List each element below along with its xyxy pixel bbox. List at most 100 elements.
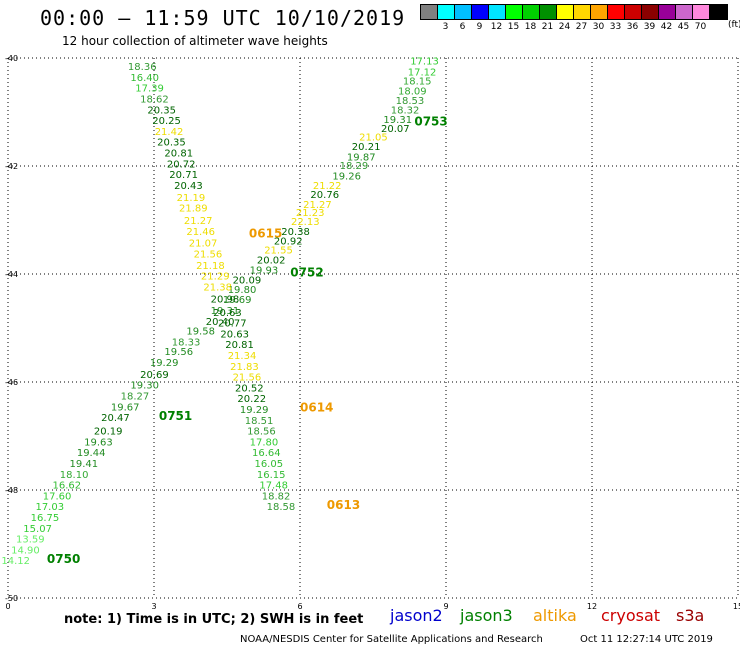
wave-height-value: 21.19 bbox=[177, 193, 206, 204]
wave-height-value: 17.13 bbox=[410, 57, 439, 68]
wave-height-value: 21.29 bbox=[201, 272, 230, 283]
lat-tick-label: -44 bbox=[5, 270, 18, 279]
colorbar-label: 42 bbox=[660, 22, 673, 32]
wave-height-value: 20.40 bbox=[206, 317, 235, 328]
wave-height-value: 21.55 bbox=[264, 246, 293, 257]
colorbar-label: 70 bbox=[694, 22, 707, 32]
wave-height-value: 17.12 bbox=[408, 68, 437, 79]
lon-tick-label: 15 bbox=[733, 602, 740, 611]
pass-time-label: 0613 bbox=[327, 498, 360, 512]
wave-height-value: 21.22 bbox=[313, 181, 342, 192]
wave-height-value: 21.27 bbox=[184, 216, 213, 227]
map-title: 00:00 – 11:59 UTC 10/10/2019 bbox=[40, 6, 406, 30]
wave-height-value: 20.07 bbox=[381, 124, 410, 135]
pass-time-label: 0614 bbox=[300, 401, 333, 415]
wave-height-value: 20.21 bbox=[352, 142, 381, 153]
wave-height-value: 19.29 bbox=[240, 405, 269, 416]
wave-height-value: 20.69 bbox=[140, 370, 169, 381]
wave-height-value: 19.44 bbox=[77, 448, 106, 459]
lat-tick-label: -48 bbox=[5, 486, 18, 495]
wave-height-value: 19.58 bbox=[186, 327, 215, 338]
wave-height-value: 20.76 bbox=[310, 190, 339, 201]
wave-height-value: 18.33 bbox=[172, 338, 201, 349]
colorbar-label: 27 bbox=[575, 22, 588, 32]
note-text: note: 1) Time is in UTC; 2) SWH is in fe… bbox=[64, 612, 364, 627]
wave-height-value: 21.18 bbox=[196, 261, 225, 272]
wave-height-value: 18.58 bbox=[267, 502, 296, 513]
wave-height-value: 16.75 bbox=[31, 513, 60, 524]
pass-time-label: 0750 bbox=[47, 552, 80, 566]
wave-height-value: 18.29 bbox=[340, 161, 369, 172]
wave-height-value: 17.80 bbox=[250, 437, 279, 448]
wave-height-value: 21.83 bbox=[230, 362, 259, 373]
legend-entry-altika: altika bbox=[533, 606, 577, 625]
wave-height-value: 21.23 bbox=[296, 208, 325, 219]
colorbar-cells bbox=[420, 4, 728, 20]
colorbar-swatch bbox=[438, 5, 455, 19]
wave-height-value: 19.29 bbox=[150, 358, 179, 369]
wave-height-value: 21.05 bbox=[359, 132, 388, 143]
wave-height-value: 16.15 bbox=[257, 470, 286, 481]
wave-height-value: 16.40 bbox=[130, 73, 159, 84]
colorbar-swatch bbox=[523, 5, 540, 19]
colorbar-label: 21 bbox=[541, 22, 554, 32]
wave-height-value: 17.03 bbox=[35, 502, 64, 513]
legend-entry-jason3: jason3 bbox=[460, 606, 513, 625]
pass-time-label: 0751 bbox=[159, 409, 192, 423]
wave-height-value: 20.09 bbox=[233, 275, 262, 286]
wave-height-value: 17.39 bbox=[135, 84, 164, 95]
wave-height-value: 20.72 bbox=[167, 159, 196, 170]
wave-height-value: 19.69 bbox=[223, 295, 252, 306]
lat-tick-label: -46 bbox=[5, 378, 18, 387]
wave-height-value: 18.15 bbox=[403, 77, 432, 88]
wave-height-value: 20.92 bbox=[274, 237, 303, 248]
colorbar-swatch bbox=[489, 5, 506, 19]
map-subtitle: 12 hour collection of altimeter wave hei… bbox=[62, 34, 328, 48]
wave-height-value: 19.80 bbox=[228, 285, 257, 296]
wave-height-value: 14.12 bbox=[1, 556, 30, 567]
wave-height-value: 16.62 bbox=[53, 481, 82, 492]
colorbar-label: 33 bbox=[609, 22, 622, 32]
wave-height-value: 20.35 bbox=[157, 138, 186, 149]
wave-height-value: 18.51 bbox=[245, 416, 274, 427]
wave-height-value: 21.27 bbox=[303, 200, 332, 211]
lon-tick-label: 3 bbox=[151, 602, 156, 611]
colorbar-swatch bbox=[506, 5, 523, 19]
colorbar-swatch bbox=[608, 5, 625, 19]
wave-height-value: 21.89 bbox=[179, 204, 208, 215]
wave-height-value: 18.36 bbox=[128, 62, 157, 73]
wave-height-value: 20.38 bbox=[281, 227, 310, 238]
lon-tick-label: 0 bbox=[5, 602, 10, 611]
wave-height-value: 19.67 bbox=[111, 402, 140, 413]
wave-height-value: 17.60 bbox=[43, 491, 72, 502]
wave-height-value: 18.27 bbox=[121, 392, 150, 403]
lon-tick-label: 6 bbox=[297, 602, 302, 611]
wave-height-value: 20.02 bbox=[257, 255, 286, 266]
wave-height-value: 19.30 bbox=[130, 381, 159, 392]
colorbar-swatch bbox=[472, 5, 489, 19]
pass-time-label: 0753 bbox=[414, 115, 447, 129]
wave-height-value: 18.62 bbox=[140, 95, 169, 106]
pass-time-label: 0752 bbox=[290, 266, 323, 280]
colorbar-label: 30 bbox=[592, 22, 605, 32]
wave-height-value: 20.25 bbox=[152, 116, 181, 127]
wave-height-value: 19.26 bbox=[332, 172, 361, 183]
colorbar-label: 36 bbox=[626, 22, 639, 32]
colorbar-swatch bbox=[710, 5, 727, 19]
wave-height-value: 18.32 bbox=[391, 105, 420, 116]
wave-height-value: 20.52 bbox=[235, 383, 264, 394]
wave-height-value: 15.07 bbox=[23, 524, 52, 535]
wave-height-value: 18.09 bbox=[398, 86, 427, 97]
colorbar-swatch bbox=[625, 5, 642, 19]
wave-height-value: 18.56 bbox=[247, 427, 276, 438]
wave-height-value: 13.59 bbox=[16, 535, 45, 546]
wave-height-value: 18.10 bbox=[60, 470, 89, 481]
colorbar-label: 18 bbox=[524, 22, 537, 32]
wave-height-value: 19.87 bbox=[347, 152, 376, 163]
legend-entry-jason2: jason2 bbox=[390, 606, 443, 625]
colorbar-label: 9 bbox=[476, 22, 483, 32]
colorbar-swatch bbox=[540, 5, 557, 19]
wave-height-value: 22.13 bbox=[291, 217, 320, 228]
